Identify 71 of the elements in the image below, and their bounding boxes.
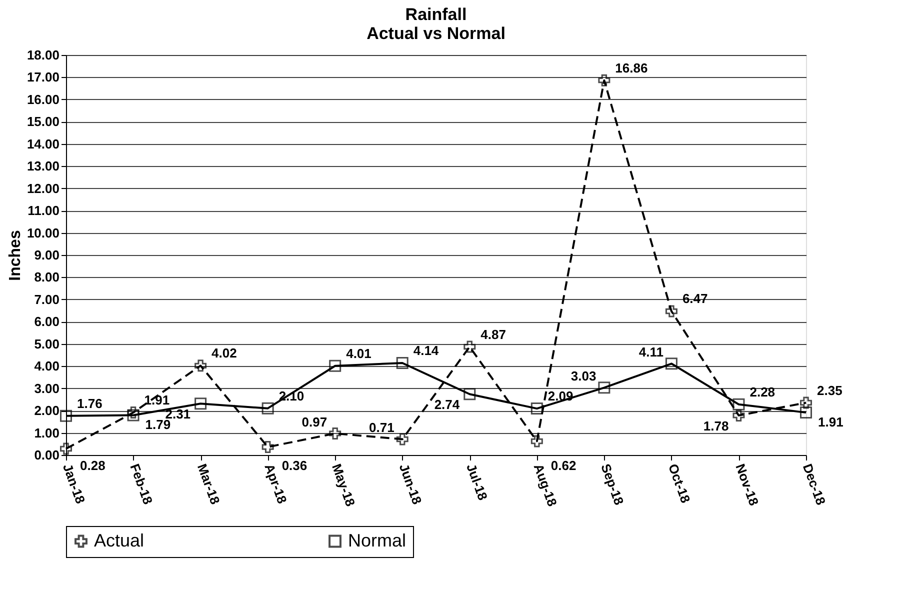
legend-label: Normal: [348, 530, 406, 550]
x-tick-label: Jul-18: [464, 462, 491, 502]
point: [262, 402, 274, 414]
point: [800, 396, 812, 409]
data-label: 0.97: [302, 414, 328, 430]
point: [396, 357, 408, 369]
x-tick-label: Feb-18: [127, 462, 156, 506]
data-label: 1.79: [145, 417, 171, 432]
point: [464, 340, 476, 353]
data-label: 2.35: [817, 382, 842, 398]
y-tick-label: 6.00: [34, 314, 60, 330]
data-label: 4.01: [346, 346, 372, 361]
data-label: 1.76: [77, 396, 102, 411]
point: [194, 398, 207, 410]
data-label: 1.78: [703, 418, 729, 434]
point: [732, 398, 745, 410]
y-tick-label: 12.00: [26, 180, 60, 196]
point: [598, 74, 610, 86]
chart-subtitle: Actual vs Normal: [366, 24, 506, 43]
point: [329, 427, 342, 440]
data-label: 4.87: [480, 326, 506, 342]
y-tick-label: 11.00: [28, 203, 60, 218]
y-tick-label: 18.00: [26, 48, 60, 62]
data-label: 3.03: [570, 368, 596, 384]
data-label: 1.91: [818, 414, 844, 430]
data-label: 4.14: [413, 343, 440, 358]
point: [598, 382, 610, 394]
data-label: 16.86: [615, 60, 648, 76]
point: [396, 433, 408, 446]
y-tick-label: 8.00: [34, 270, 60, 285]
y-tick-label: 0.00: [34, 448, 60, 462]
y-tick-label: 3.00: [34, 380, 60, 396]
point: [530, 402, 543, 415]
data-label: 2.74: [434, 397, 460, 412]
data-label: 4.11: [638, 344, 664, 360]
point: [732, 409, 745, 422]
x-tick-label: Dec-18: [800, 462, 829, 507]
data-label: 0.71: [369, 420, 394, 436]
y-axis-title: Inches: [6, 230, 24, 281]
x-tick-label: Oct-18: [665, 462, 694, 505]
y-tick-label: 5.00: [34, 336, 60, 352]
x-tick-label: Mar-18: [194, 462, 223, 506]
point: [127, 409, 140, 422]
y-tick-label: 2.00: [34, 403, 60, 418]
x-tick-label: Jun-18: [396, 462, 425, 506]
point: [530, 435, 543, 448]
legend-label: Actual: [94, 530, 144, 550]
point: [464, 388, 476, 400]
y-tick-label: 4.00: [34, 358, 60, 374]
y-tick-label: 13.00: [26, 158, 60, 174]
point: [665, 358, 678, 370]
point: [665, 305, 678, 318]
y-tick-label: 1.00: [34, 425, 60, 440]
y-tick-label: 10.00: [26, 225, 60, 240]
point: [60, 442, 72, 455]
point: [60, 410, 72, 422]
x-tick-label: Sep-18: [598, 462, 627, 507]
data-label: 2.28: [750, 384, 776, 400]
y-tick-label: 9.00: [34, 248, 60, 262]
point: [194, 360, 207, 372]
y-tick-label: 17.00: [26, 70, 60, 85]
y-tick-label: 16.00: [26, 92, 60, 107]
point: [800, 406, 812, 419]
data-label: 4.02: [212, 346, 237, 361]
chart-title: Rainfall: [405, 5, 467, 24]
point: [329, 360, 342, 372]
point: [127, 406, 140, 419]
y-tick-label: 14.00: [26, 136, 60, 152]
y-tick-label: 7.00: [34, 292, 60, 307]
y-tick-label: 15.00: [26, 114, 60, 130]
point: [262, 441, 274, 453]
